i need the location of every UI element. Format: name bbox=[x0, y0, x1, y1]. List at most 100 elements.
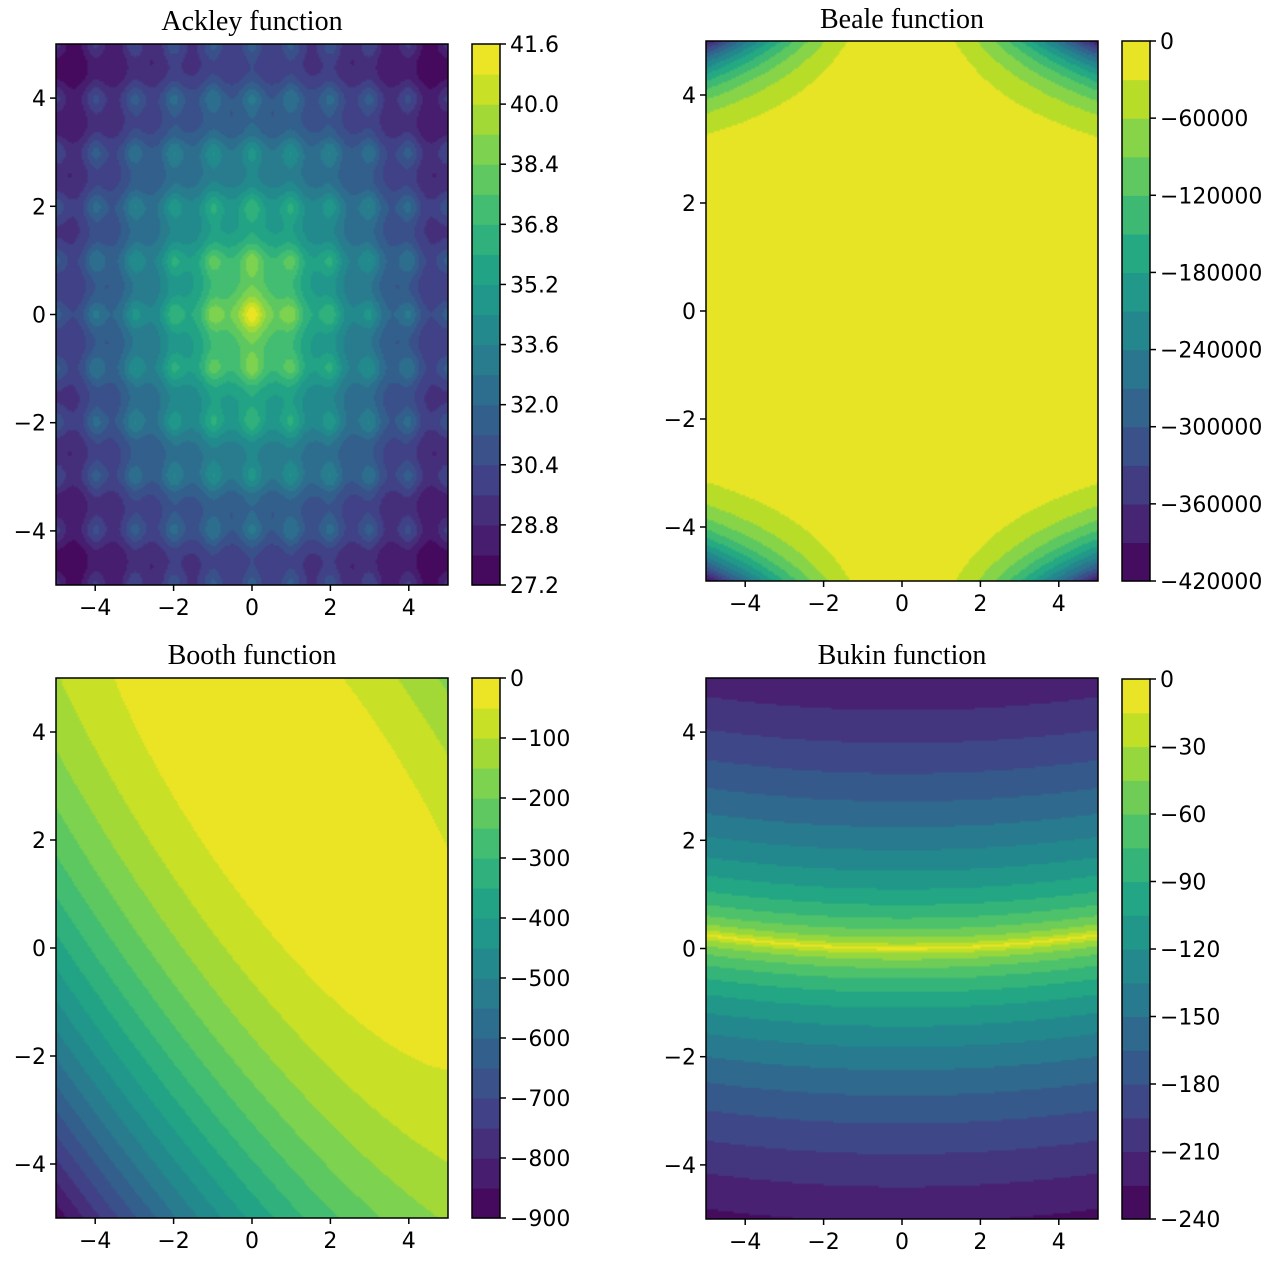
colorbar-tick-label: −360000 bbox=[1160, 493, 1262, 518]
colorbar-tick-label: 36.8 bbox=[510, 213, 559, 238]
colorbar-band bbox=[472, 254, 500, 286]
colorbar-tick-label: 33.6 bbox=[510, 334, 559, 359]
colorbar-tick-label: −800 bbox=[510, 1147, 570, 1172]
subplot-beale: Beale function −4 −2 0 2 4 −4 −2 0 2 4 0 −60000 −1200… bbox=[664, 4, 1263, 617]
colorbar-band bbox=[472, 344, 500, 376]
x-tick-label: 4 bbox=[402, 1229, 416, 1254]
colorbar-band bbox=[1122, 79, 1150, 119]
colorbar-tick-label: 41.6 bbox=[510, 33, 559, 58]
colorbar-band bbox=[472, 74, 500, 105]
subplot-title: Beale function bbox=[820, 4, 984, 35]
colorbar-band bbox=[472, 978, 500, 1009]
x-tick-label: 2 bbox=[973, 592, 987, 617]
colorbar-band bbox=[472, 768, 500, 799]
colorbar-band bbox=[1122, 982, 1150, 1018]
colorbar-tick-label: −150 bbox=[1160, 1006, 1220, 1031]
colorbar-tick-label: 38.4 bbox=[510, 153, 559, 178]
colorbar-tick-label: 30.4 bbox=[510, 454, 559, 479]
colorbar-tick-label: 0 bbox=[1160, 30, 1174, 55]
x-tick-label: −2 bbox=[807, 1230, 839, 1255]
colorbar-band bbox=[472, 828, 500, 859]
x-tick-label: 0 bbox=[245, 1229, 259, 1254]
y-tick-label: −2 bbox=[14, 1045, 46, 1070]
x-tick-label: −4 bbox=[729, 1230, 761, 1255]
colorbar-band bbox=[472, 404, 500, 436]
y-tick-label: 2 bbox=[32, 829, 46, 854]
heatmap-surface bbox=[706, 41, 1098, 581]
colorbar-band bbox=[1122, 311, 1150, 351]
colorbar-tick-label: −90 bbox=[1160, 871, 1206, 896]
colorbar-band bbox=[472, 104, 500, 135]
colorbar-band bbox=[472, 314, 500, 346]
colorbar-band bbox=[1122, 1084, 1150, 1119]
colorbar-frame bbox=[1121, 40, 1151, 582]
colorbar-band bbox=[1122, 272, 1150, 312]
colorbar-band bbox=[472, 1038, 500, 1069]
colorbar-band bbox=[472, 434, 500, 466]
colorbar-tick-label: −180000 bbox=[1160, 261, 1262, 286]
x-tick-label: 2 bbox=[323, 1229, 337, 1254]
colorbar-tick-label: 28.8 bbox=[510, 514, 559, 539]
colorbar-band bbox=[1122, 233, 1150, 274]
colorbar-tick-label: −60000 bbox=[1160, 107, 1248, 132]
colorbar-band bbox=[472, 888, 500, 919]
heatmap-surface bbox=[56, 44, 448, 585]
colorbar-band bbox=[472, 948, 500, 979]
x-tick-label: −4 bbox=[79, 596, 111, 621]
colorbar-band bbox=[1122, 1185, 1150, 1220]
colorbar-band bbox=[472, 1098, 500, 1129]
colorbar-band bbox=[472, 284, 500, 316]
colorbar-band bbox=[472, 1068, 500, 1099]
colorbar-band bbox=[1122, 503, 1150, 544]
colorbar-tick-label: −700 bbox=[510, 1087, 570, 1112]
y-tick-label: −2 bbox=[664, 1046, 696, 1071]
colorbar-tick-label: 32.0 bbox=[510, 394, 559, 419]
y-tick-label: −4 bbox=[664, 516, 696, 541]
subplot-title: Bukin function bbox=[818, 640, 987, 671]
colorbar-band bbox=[1122, 1016, 1150, 1051]
colorbar-tick-label: −600 bbox=[510, 1027, 570, 1052]
subplot-title: Ackley function bbox=[161, 6, 342, 37]
colorbar-band bbox=[1122, 118, 1150, 158]
colorbar-band bbox=[1122, 1151, 1150, 1186]
y-tick-label: 0 bbox=[32, 937, 46, 962]
colorbar-band bbox=[1122, 1117, 1150, 1153]
colorbar-tick-label: −240000 bbox=[1160, 339, 1262, 364]
colorbar-band bbox=[472, 134, 500, 165]
y-tick-label: 4 bbox=[32, 87, 46, 112]
colorbar-band bbox=[1122, 426, 1150, 466]
x-tick-label: 2 bbox=[323, 596, 337, 621]
x-tick-label: 4 bbox=[1052, 592, 1066, 617]
colorbar-band bbox=[472, 374, 500, 406]
colorbar-band bbox=[1122, 949, 1150, 984]
y-tick-label: −4 bbox=[664, 1154, 696, 1179]
y-tick-label: −2 bbox=[664, 408, 696, 433]
colorbar-band bbox=[472, 464, 500, 496]
colorbar-tick-label: −210 bbox=[1160, 1141, 1220, 1166]
subplot-ackley: Ackley function −4 −2 0 2 4 −4 −2 0 2 4 41.6 40.0 38.… bbox=[14, 6, 559, 621]
colorbar-band bbox=[1122, 679, 1150, 714]
y-tick-label: 2 bbox=[682, 192, 696, 217]
colorbar-band bbox=[1122, 388, 1150, 428]
colorbar-band bbox=[1122, 847, 1150, 883]
colorbar-band bbox=[1122, 881, 1150, 916]
colorbar-band bbox=[1122, 746, 1150, 781]
colorbar-tick-label: −120 bbox=[1160, 938, 1220, 963]
colorbar-tick-label: −400 bbox=[510, 907, 570, 932]
colorbar-tick-label: −420000 bbox=[1160, 570, 1262, 595]
colorbar-band bbox=[1122, 915, 1150, 950]
colorbar-tick-label: −900 bbox=[510, 1207, 570, 1232]
colorbar-band bbox=[1122, 780, 1150, 815]
colorbar-tick-label: −240 bbox=[1160, 1208, 1220, 1233]
colorbar-tick-label: 0 bbox=[510, 667, 524, 692]
colorbar: 0 −30 −60 −90 −120 −150 −180 −210 −240 bbox=[1121, 668, 1220, 1233]
colorbar-tick-label: −100 bbox=[510, 727, 570, 752]
x-tick-label: −2 bbox=[157, 596, 189, 621]
y-tick-label: 4 bbox=[682, 84, 696, 109]
colorbar-band bbox=[472, 1128, 500, 1159]
colorbar-band bbox=[1122, 465, 1150, 505]
colorbar-frame bbox=[471, 43, 501, 586]
y-tick-label: 2 bbox=[682, 829, 696, 854]
colorbar: 0 −100 −200 −300 −400 −500 −600 −700 −800 −900 bbox=[471, 667, 570, 1232]
